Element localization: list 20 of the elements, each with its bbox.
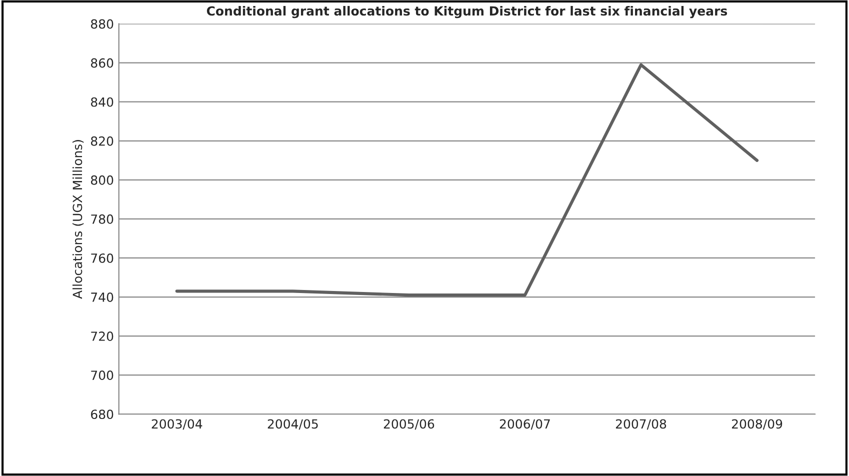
y-tick-label: 860 bbox=[90, 58, 114, 68]
x-tick-label: 2008/09 bbox=[732, 419, 782, 430]
y-tick-label: 800 bbox=[90, 175, 114, 185]
y-tick-label: 700 bbox=[91, 370, 114, 380]
y-tick-label: 740 bbox=[91, 292, 114, 302]
x-tick-label: 2006/07 bbox=[500, 419, 550, 430]
y-tick-label: 680 bbox=[91, 410, 114, 420]
x-tick-label: 2005/06 bbox=[384, 419, 434, 430]
x-tick-label: 2007/08 bbox=[616, 419, 666, 430]
y-tick-label: 840 bbox=[90, 97, 114, 107]
y-tick-label: 720 bbox=[91, 332, 114, 341]
line-series bbox=[175, 63, 759, 297]
y-tick-label: 760 bbox=[91, 253, 114, 263]
x-tick-label: 2004/05 bbox=[268, 419, 318, 430]
y-tick-label: 820 bbox=[90, 136, 114, 146]
y-axis-title: Allocations (UGX Millions) bbox=[72, 140, 84, 299]
y-tick-label: 880 bbox=[90, 19, 114, 29]
chart-title: Conditional grant allocations to Kitgum District for last six financial years bbox=[206, 6, 728, 18]
x-tick-label: 2003/04 bbox=[152, 419, 202, 430]
y-tick-label: 780 bbox=[91, 214, 114, 224]
